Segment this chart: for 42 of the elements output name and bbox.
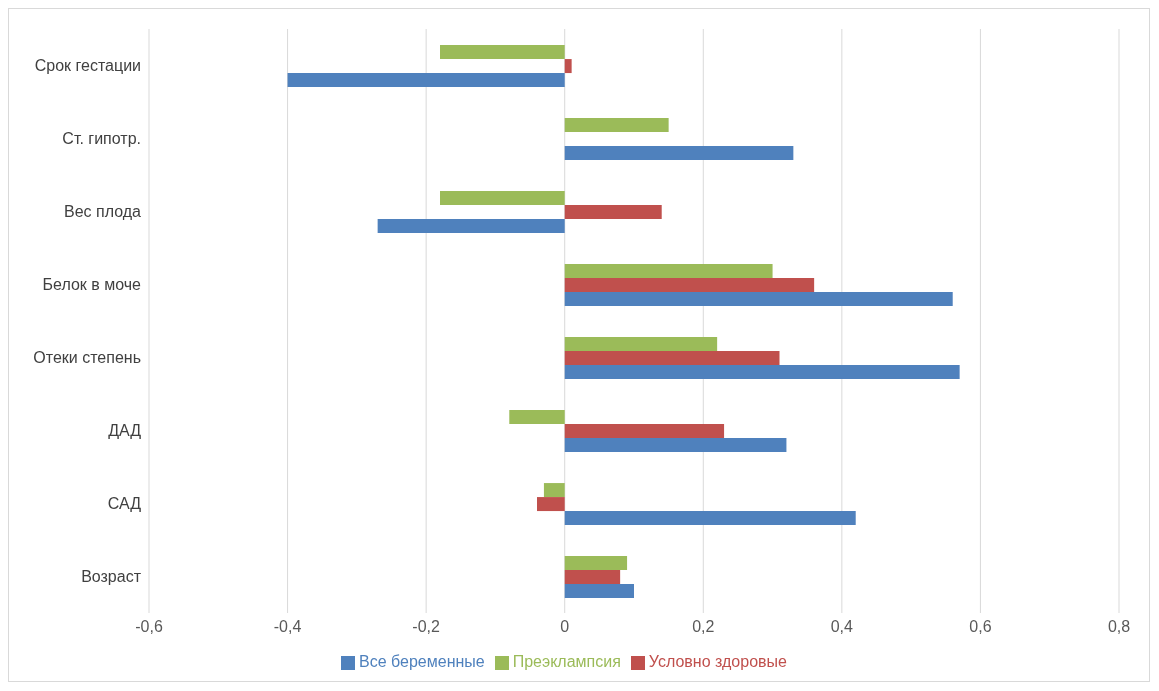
y-tick-label: Вес плода [64, 203, 142, 221]
bar [543, 483, 565, 498]
bar [564, 337, 718, 352]
bar [564, 438, 787, 453]
x-tick-label: -0,4 [273, 618, 302, 636]
bar [564, 205, 662, 220]
bar [564, 278, 815, 293]
bar [537, 497, 565, 512]
bar [564, 511, 856, 526]
bar [564, 584, 634, 599]
x-tick-label: 0,4 [830, 618, 854, 636]
y-tick-label: ДАД [108, 422, 142, 440]
y-tick-label: САД [107, 495, 142, 513]
x-tick-label: -0,6 [135, 618, 163, 636]
bar [564, 292, 953, 307]
bar [440, 191, 565, 206]
y-tick-label: Отеки степень [33, 349, 141, 367]
bar [564, 118, 669, 133]
x-tick-label: 0,8 [1107, 618, 1131, 636]
y-tick-label: Белок в моче [42, 276, 142, 294]
y-tick-label: Срок гестации [34, 57, 141, 75]
x-tick-label: -0,2 [412, 618, 441, 636]
bar [564, 556, 628, 571]
x-tick-label: 0,2 [692, 618, 715, 636]
bar [440, 45, 565, 60]
bar [509, 410, 565, 425]
y-tick-label: Ст. гипотр. [62, 130, 141, 148]
bar [564, 59, 572, 74]
bar [564, 264, 773, 279]
bar [564, 424, 725, 439]
bar [564, 570, 621, 585]
x-tick-label: 0,6 [969, 618, 992, 636]
bar [564, 146, 794, 161]
bar [377, 219, 565, 234]
bar [564, 365, 960, 380]
legend-label: Условно здоровые [648, 653, 787, 670]
legend-label: Преэклампсия [512, 653, 621, 670]
x-tick-label: 0 [560, 618, 570, 636]
legend-label: Все беременные [359, 653, 485, 670]
bar [287, 73, 565, 88]
bar [564, 351, 780, 366]
y-tick-label: Возраст [81, 568, 142, 586]
